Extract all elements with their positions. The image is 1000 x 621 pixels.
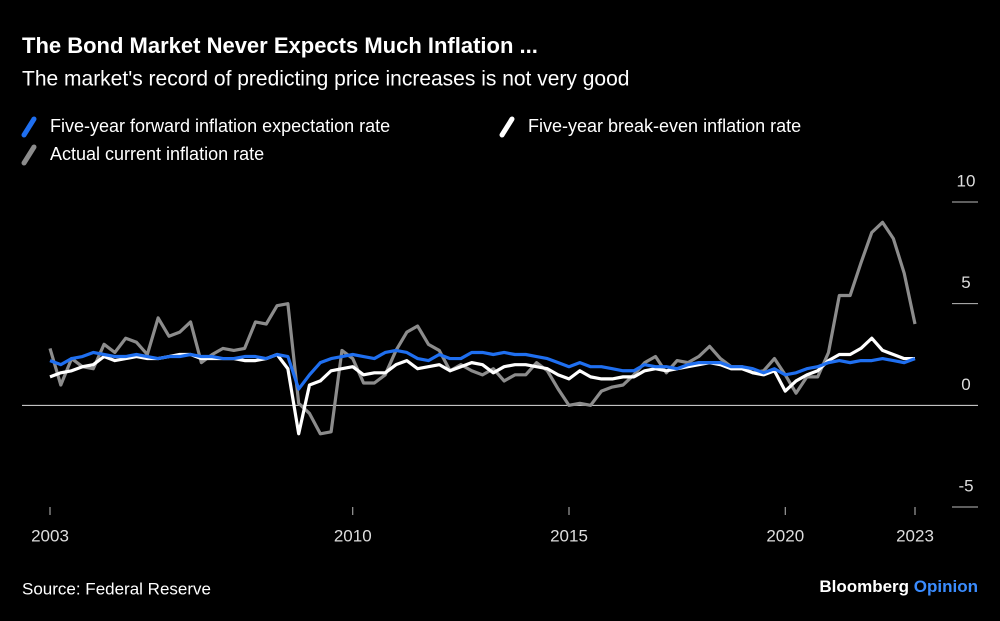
chart-title: The Bond Market Never Expects Much Infla… (22, 33, 538, 58)
legend-swatch (499, 116, 515, 138)
brand-section: Opinion (914, 577, 978, 596)
legend-label: Five-year break-even inflation rate (528, 116, 801, 136)
legend-label: Actual current inflation rate (50, 144, 264, 164)
x-tick-label: 2023 (896, 526, 934, 545)
y-tick-label: 0 (961, 375, 970, 394)
x-tick-label: 2003 (31, 526, 69, 545)
y-tick-label: 5 (961, 273, 970, 292)
y-tick-label: -5 (958, 476, 973, 495)
x-tick-label: 2015 (550, 526, 588, 545)
x-tick-label: 2020 (766, 526, 804, 545)
source: Source: Federal Reserve (22, 579, 211, 598)
x-tick-label: 2010 (334, 526, 372, 545)
series-line (49, 348, 916, 391)
chart-subtitle: The market's record of predicting price … (22, 68, 629, 91)
legend-label: Five-year forward inflation expectation … (50, 116, 390, 136)
brand-name: Bloomberg (819, 577, 909, 596)
legend-swatch (21, 144, 37, 166)
brand: Bloomberg Opinion (819, 577, 978, 596)
series-line (48, 220, 917, 436)
y-tick-label: 10 (957, 171, 976, 190)
legend-swatch (21, 116, 37, 138)
